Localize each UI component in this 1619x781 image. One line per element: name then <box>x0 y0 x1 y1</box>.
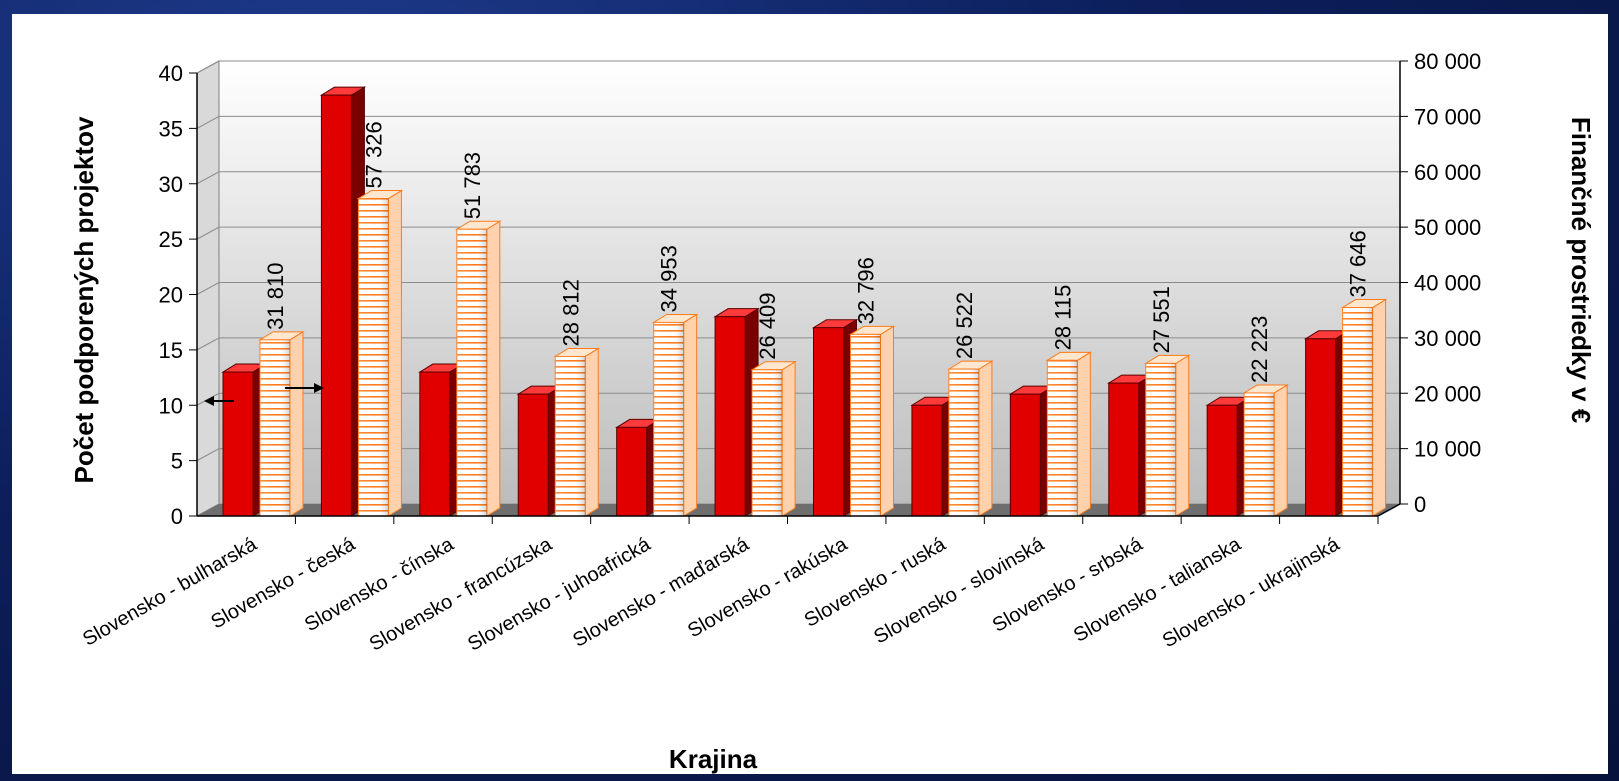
left-tick-label: 20 <box>159 283 183 308</box>
category-label: Slovensko - francúzska <box>366 533 557 656</box>
funding-bar <box>258 330 305 517</box>
right-tick-label: 60 000 <box>1414 160 1481 185</box>
left-tick-label: 35 <box>159 116 183 141</box>
x-axis-title: Krajina <box>669 744 758 774</box>
right-tick-label: 30 000 <box>1414 326 1481 351</box>
gridline <box>196 337 1400 351</box>
funding-data-label: 34 953 <box>657 245 682 312</box>
category-label: Slovensko - juhoafrická <box>464 533 655 656</box>
funding-data-label: 31 810 <box>263 263 288 330</box>
funding-data-label: 51 783 <box>460 152 485 219</box>
right-tick-label: 40 000 <box>1414 271 1481 296</box>
left-tick-label: 10 <box>159 393 183 418</box>
left-tick-label: 5 <box>171 449 183 474</box>
funding-data-label: 32 796 <box>854 257 879 324</box>
axis-arrows <box>204 383 324 406</box>
category-label: Slovensko - bulharská <box>79 533 261 651</box>
gridline <box>196 60 1400 74</box>
gridline <box>196 115 1400 129</box>
funding-data-label: 28 115 <box>1050 285 1075 351</box>
funding-bar <box>553 347 601 517</box>
funding-data-label: 26 409 <box>755 292 780 359</box>
category-label: Slovensko - maďarská <box>569 533 753 652</box>
right-tick-label: 20 000 <box>1414 381 1481 406</box>
funding-bar <box>947 360 994 517</box>
funding-data-label: 37 646 <box>1346 230 1371 297</box>
right-tick-label: 80 000 <box>1414 49 1481 74</box>
funding-data-label: 27 551 <box>1149 286 1174 353</box>
funding-bar <box>651 313 699 517</box>
right-axis-title: Finančné prostriedky v € <box>1566 117 1596 423</box>
right-tick-label: 70 000 <box>1414 104 1481 129</box>
right-tick-label: 50 000 <box>1414 215 1481 240</box>
funding-bar <box>455 220 502 517</box>
funding-data-label: 22 223 <box>1247 316 1272 383</box>
funding-bar <box>1143 354 1191 517</box>
left-axis-arrowhead-icon <box>204 396 214 406</box>
gridline <box>196 282 1400 295</box>
left-tick-label: 30 <box>159 172 183 197</box>
right-axis-arrowhead-icon <box>314 383 324 393</box>
right-tick-label: 10 000 <box>1414 437 1481 462</box>
gridline <box>196 171 1400 185</box>
gridline <box>196 226 1400 240</box>
project-count-bar <box>713 307 760 517</box>
funding-data-label: 26 522 <box>952 292 977 359</box>
left-tick-label: 25 <box>159 227 183 252</box>
gridline <box>196 392 1400 406</box>
funding-bar <box>1242 384 1289 517</box>
left-tick-label: 0 <box>171 504 183 529</box>
funding-data-label: 57 326 <box>361 121 386 188</box>
left-axis-title: Počet podporených projektov <box>69 116 99 483</box>
funding-data-label: 28 812 <box>558 279 583 346</box>
x-axis-depth <box>1377 503 1401 517</box>
category-label: Slovensko - ukrajinská <box>1159 533 1344 653</box>
funding-bar <box>1045 351 1093 517</box>
category-label: Slovensko - rakúska <box>684 533 852 643</box>
right-tick-label: 0 <box>1414 492 1426 517</box>
data-labels: 31 810 57 326 51 783 28 812 34 953 26 409 32 7… <box>263 121 1371 383</box>
funding-bar <box>848 325 896 517</box>
funding-bar <box>1340 298 1388 517</box>
gridline <box>196 448 1400 462</box>
left-tick-label: 15 <box>159 338 183 363</box>
bars <box>221 86 1388 517</box>
left-tick-label: 40 <box>159 61 183 86</box>
funding-bar <box>750 360 797 517</box>
category-label: Slovensko - slovinská <box>870 533 1048 649</box>
funding-bar <box>356 189 404 517</box>
category-label: Slovensko - talianska <box>1070 533 1245 647</box>
